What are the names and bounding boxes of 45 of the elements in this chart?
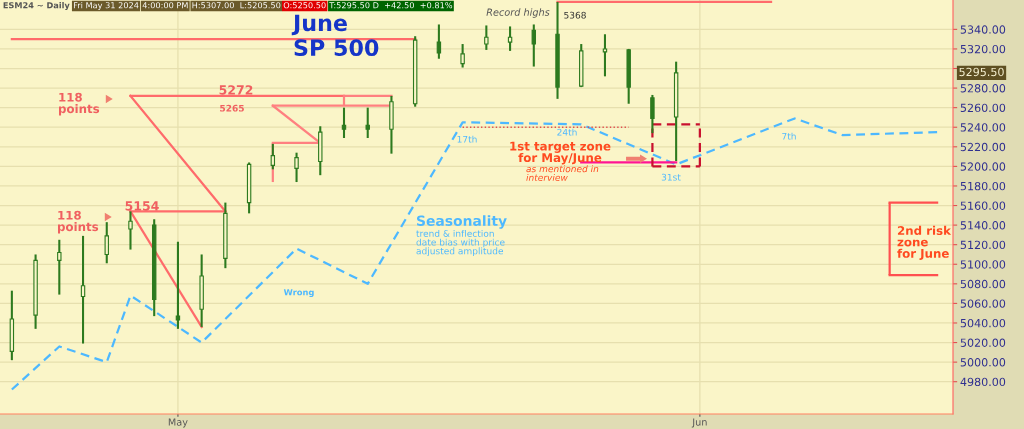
annotation: as mentioned in interview [526,165,599,181]
annotation: 118 points [58,92,100,116]
y-tick-label: 5260.00 [960,103,1006,113]
annotation: 7th [782,132,796,140]
y-tick-label: 5040.00 [960,318,1006,328]
annotation: Wrong [283,289,314,298]
x-tick-label: May [168,418,188,428]
y-tick-label: 5320.00 [960,44,1006,54]
annotation: ESM24 ~ Daily [3,2,70,10]
annotation: Seasonality [417,215,507,229]
x-tick-label: Jun [691,418,707,428]
y-tick-label: 5160.00 [960,201,1006,210]
annotation: O:5250.50 [283,2,326,9]
annotation: 118 points [57,210,99,234]
y-tick-label: 5120.00 [960,240,1006,250]
y-tick-label: 5020.00 [960,338,1006,347]
annotation: 17th [457,135,477,143]
annotation: 24th [557,128,577,136]
text: 5295.50 [959,67,1004,77]
annotation: 31st [661,173,681,181]
annotation: 2nd risk zone for June [897,225,952,261]
y-tick-label: 4980.00 [960,377,1006,387]
y-tick-label: 5240.00 [960,123,1006,132]
annotation: 1st target zone for May/June [510,141,611,165]
text: June SP 500 [291,14,379,57]
annotation: Fri May 31 2024 [73,2,139,10]
y-tick-label: 5100.00 [960,260,1006,269]
annotation: 4:00:00 PM [142,2,188,9]
y-tick-label: 5000.00 [960,358,1006,367]
y-tick-label: 5060.00 [960,299,1006,308]
y-tick-label: 5220.00 [960,142,1006,152]
annotation: 5272 [219,85,253,95]
annotation: Record highs [486,8,550,18]
annotation: T:5295.50 D +42.50 +0.81% [329,2,453,9]
annotation: 5154 [125,201,159,211]
annotation: H:5307.00 L:5205.50 [192,2,281,9]
annotation: 5265 [220,104,244,112]
y-tick-label: 5140.00 [960,221,1006,230]
y-tick-label: 5280.00 [960,84,1006,93]
y-tick-label: 5080.00 [960,279,1006,289]
y-tick-label: 5180.00 [960,181,1006,191]
annotation: trend & inflection date bias with price adjusted amplitude [416,229,505,257]
annotation: 5368 [564,11,586,19]
y-tick-label: 5200.00 [960,162,1006,171]
y-tick-label: 5340.00 [960,25,1006,34]
